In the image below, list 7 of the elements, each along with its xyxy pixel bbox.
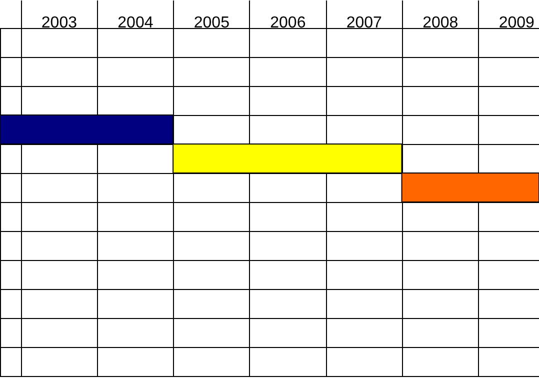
- x-tick-label: 2008: [422, 14, 458, 32]
- x-tick-label: 2003: [41, 14, 78, 32]
- x-tick-label: 2007: [346, 14, 382, 32]
- x-tick-label: 2006: [270, 14, 306, 32]
- x-tick-label: 2004: [118, 14, 154, 32]
- x-tick-label: 2005: [194, 14, 230, 32]
- x-tick-label: 2009: [498, 14, 535, 32]
